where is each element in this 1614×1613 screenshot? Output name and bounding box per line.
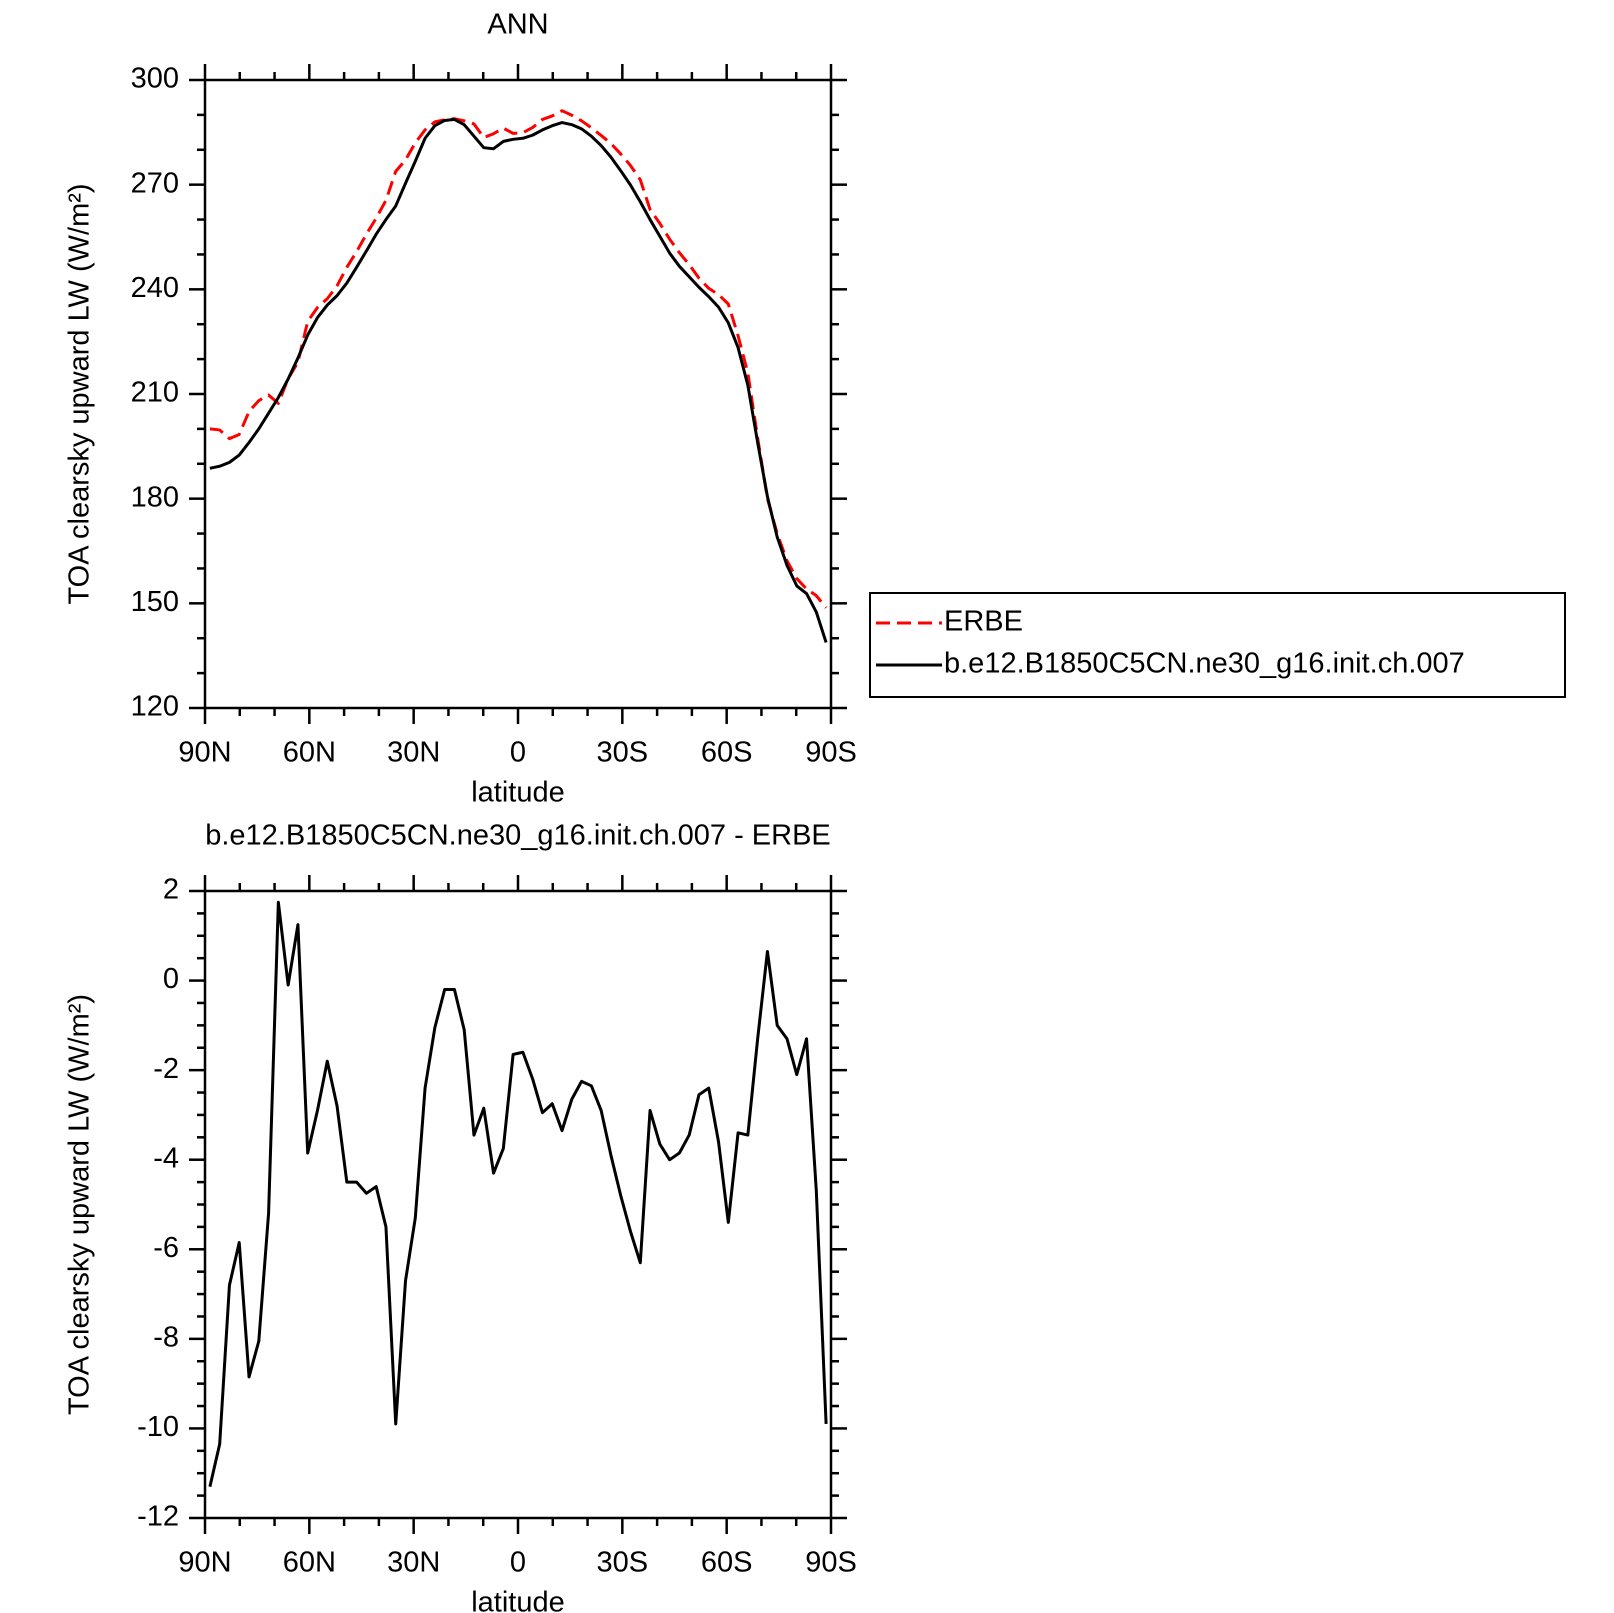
y-tick-label: 180 xyxy=(131,481,179,513)
y-tick-label: 210 xyxy=(131,377,179,409)
x-tick-label: 30S xyxy=(597,737,649,769)
x-tick-label: 30S xyxy=(597,1547,649,1579)
y-axis-label: TOA clearsky upward LW (W/m²) xyxy=(64,994,96,1415)
y-axis-label: TOA clearsky upward LW (W/m²) xyxy=(64,183,96,604)
y-tick-label: 240 xyxy=(131,272,179,304)
y-tick-label: 270 xyxy=(131,167,179,199)
x-tick-label: 60N xyxy=(283,737,336,769)
y-tick-label: -4 xyxy=(153,1142,179,1174)
y-tick-label: -8 xyxy=(153,1322,179,1354)
x-axis-label: latitude xyxy=(471,777,565,809)
x-tick-label: 60S xyxy=(701,737,753,769)
y-tick-label: -2 xyxy=(153,1053,179,1085)
x-tick-label: 90N xyxy=(178,1547,231,1579)
x-tick-label: 0 xyxy=(510,737,526,769)
data-line xyxy=(209,117,828,643)
chart-title: ANN xyxy=(487,9,548,41)
y-tick-label: 2 xyxy=(163,874,179,906)
x-tick-label: 90N xyxy=(178,737,231,769)
x-tick-label: 30N xyxy=(387,1547,440,1579)
x-axis-label: latitude xyxy=(471,1587,565,1613)
x-tick-label: 90S xyxy=(805,737,857,769)
x-tick-label: 60S xyxy=(701,1547,753,1579)
y-tick-label: 150 xyxy=(131,586,179,618)
y-tick-label: 0 xyxy=(163,963,179,995)
legend-label: ERBE xyxy=(944,606,1023,638)
y-tick-label: -12 xyxy=(137,1501,179,1533)
x-tick-label: 0 xyxy=(510,1547,526,1579)
chart-title: b.e12.B1850C5CN.ne30_g16.init.ch.007 - E… xyxy=(205,820,831,852)
data-line xyxy=(209,109,828,609)
x-tick-label: 90S xyxy=(805,1547,857,1579)
y-tick-label: 300 xyxy=(131,63,179,95)
y-tick-label: -6 xyxy=(153,1232,179,1264)
legend-label: b.e12.B1850C5CN.ne30_g16.init.ch.007 xyxy=(944,648,1465,680)
x-tick-label: 30N xyxy=(387,737,440,769)
plot-frame xyxy=(203,78,833,710)
y-tick-label: 120 xyxy=(131,691,179,723)
x-tick-label: 60N xyxy=(283,1547,336,1579)
plot-frame xyxy=(203,889,833,1520)
data-line xyxy=(208,900,828,1487)
legend-box xyxy=(869,592,1566,698)
y-tick-label: -10 xyxy=(137,1411,179,1443)
